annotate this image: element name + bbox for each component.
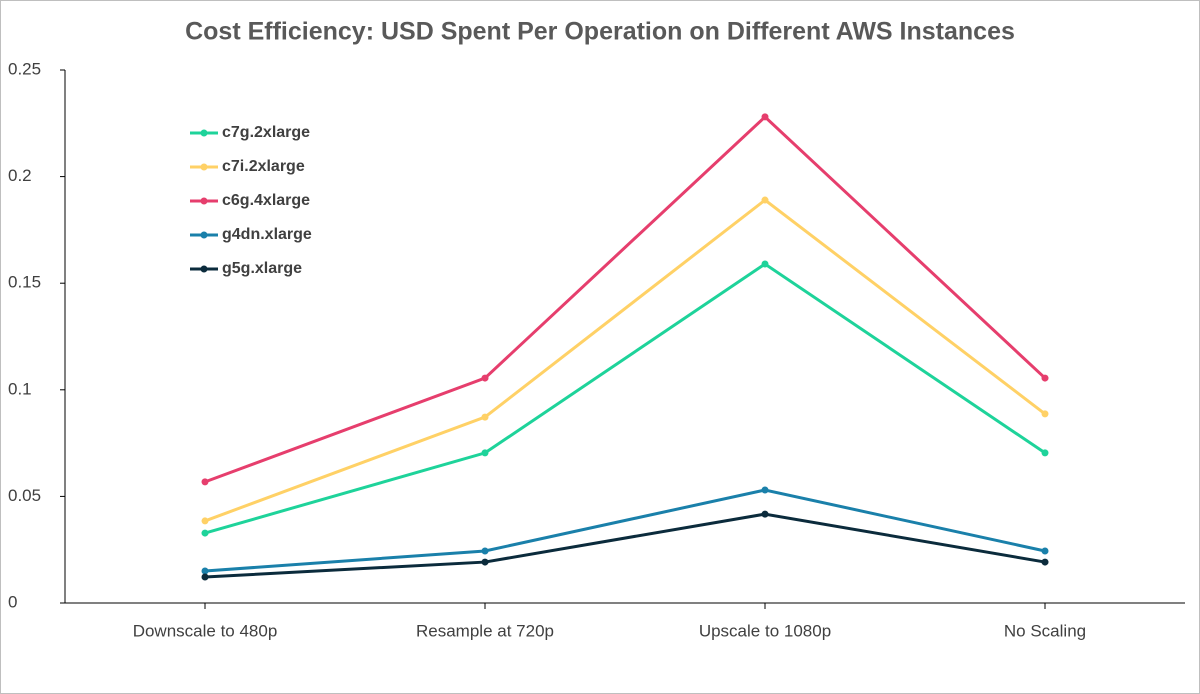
y-tick-label: 0 [8,592,17,611]
legend-label: g4dn.xlarge [222,226,312,243]
legend-marker [200,197,208,205]
series-line [204,114,1047,484]
data-point [761,196,769,204]
data-point [481,547,489,555]
legend-marker [200,231,208,239]
data-point [481,413,489,421]
series-line [204,512,1046,579]
y-tick-label: 0.1 [8,379,32,398]
y-tick-label: 0.2 [8,166,32,185]
x-tick-label: No Scaling [1004,621,1086,640]
data-point [481,449,489,457]
data-point [481,558,489,566]
data-point [1041,410,1049,418]
y-tick-label: 0.05 [8,486,41,505]
legend-label: c7i.2xlarge [222,158,305,175]
data-point [201,478,209,486]
x-tick-label: Resample at 720p [416,621,554,640]
data-point [201,517,209,525]
x-tick-label: Upscale to 1080p [699,621,831,640]
data-point [481,374,489,382]
data-point [1041,547,1049,555]
series-line [204,262,1046,535]
legend-label: c6g.4xlarge [222,192,310,209]
data-point [1041,449,1049,457]
data-point [201,573,209,581]
legend-marker [200,129,208,137]
data-point [201,529,209,537]
series-line [204,488,1046,573]
x-tick-label: Downscale to 480p [133,621,278,640]
y-tick-label: 0.15 [8,273,41,292]
data-point [761,486,769,494]
data-point [761,510,769,518]
data-point [201,567,209,575]
legend-label: g5g.xlarge [222,260,302,277]
data-point [761,260,769,268]
series-line [204,198,1046,523]
data-point [1041,558,1049,566]
legend-marker [200,265,208,273]
legend-label: c7g.2xlarge [222,124,310,141]
chart-title: Cost Efficiency: USD Spent Per Operation… [185,18,1015,46]
y-tick-label: 0.25 [8,59,41,78]
legend-marker [200,163,208,171]
data-point [1041,374,1049,382]
data-point [761,113,769,121]
